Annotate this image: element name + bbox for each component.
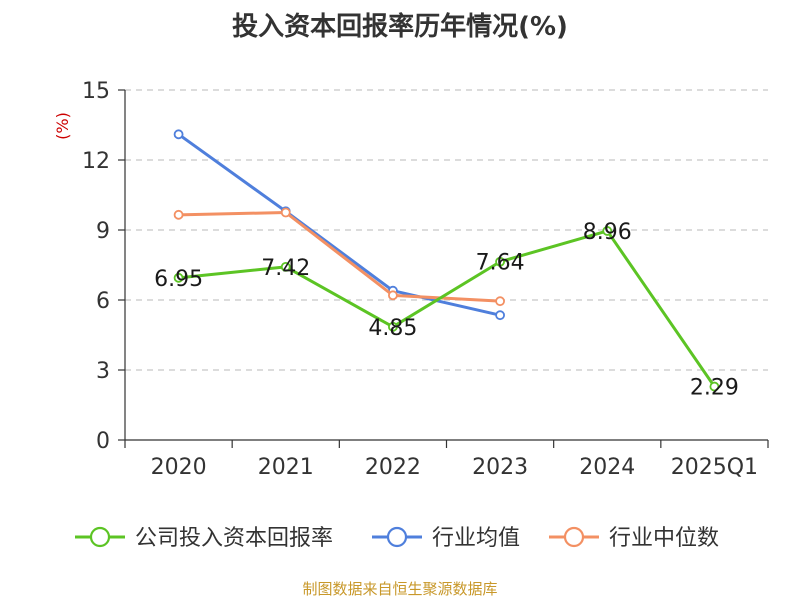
legend-label: 行业均值	[432, 526, 520, 551]
series-point	[602, 226, 613, 236]
y-tick-label: 0	[96, 429, 110, 454]
y-tick-label: 3	[96, 359, 110, 384]
data-label: 2.29	[690, 376, 739, 401]
y-tick-label: 12	[82, 149, 110, 174]
axes: 0 3 6 9 12 15 2020 2021 2022 2023 2024 2025Q1 (%)	[53, 79, 769, 480]
series-point	[173, 129, 184, 140]
legend-marker	[89, 526, 111, 548]
data-label: 7.64	[476, 251, 525, 276]
x-tick-label: 2025Q1	[671, 455, 758, 480]
data-label: 4.85	[368, 316, 417, 341]
y-tick-label: 6	[96, 289, 110, 314]
series-point	[280, 261, 291, 272]
data-label: 7.42	[261, 256, 310, 281]
series-point	[173, 209, 184, 220]
grid-lines	[125, 89, 768, 371]
series-point	[280, 207, 291, 218]
series-point	[173, 272, 184, 283]
x-tick-label: 2022	[365, 455, 421, 480]
legend: 公司投入资本回报率 行业均值 行业中位数	[75, 526, 719, 551]
legend-marker	[386, 526, 408, 548]
data-labels: 6.95 7.42 4.85 7.64 8.96 2.29	[154, 220, 739, 401]
series-line	[178, 211, 501, 303]
legend-label: 公司投入资本回报率	[135, 526, 333, 551]
legend-marker	[563, 526, 585, 548]
x-tick-label: 2023	[472, 455, 528, 480]
chart-title: 投入资本回报率历年情况(%)	[232, 12, 568, 42]
series-line	[177, 133, 501, 317]
series-point	[709, 381, 720, 392]
x-tick-label: 2021	[258, 455, 314, 480]
series-point	[495, 296, 505, 307]
y-tick-label: 15	[82, 79, 110, 104]
source-note: 制图数据来自恒生聚源数据库	[302, 580, 498, 598]
data-label: 6.95	[154, 267, 203, 292]
series-point	[495, 256, 505, 267]
y-tick-label: 9	[96, 219, 110, 244]
series-point	[388, 290, 398, 301]
x-tick-label: 2020	[151, 455, 207, 480]
series-point	[495, 310, 505, 321]
series-point	[388, 321, 398, 332]
x-tick-label: 2024	[579, 455, 635, 480]
data-label: 8.96	[583, 220, 632, 245]
series-line	[178, 229, 716, 388]
y-axis-label: (%)	[53, 112, 72, 140]
series-layer	[173, 129, 720, 392]
legend-label: 行业中位数	[609, 526, 719, 551]
